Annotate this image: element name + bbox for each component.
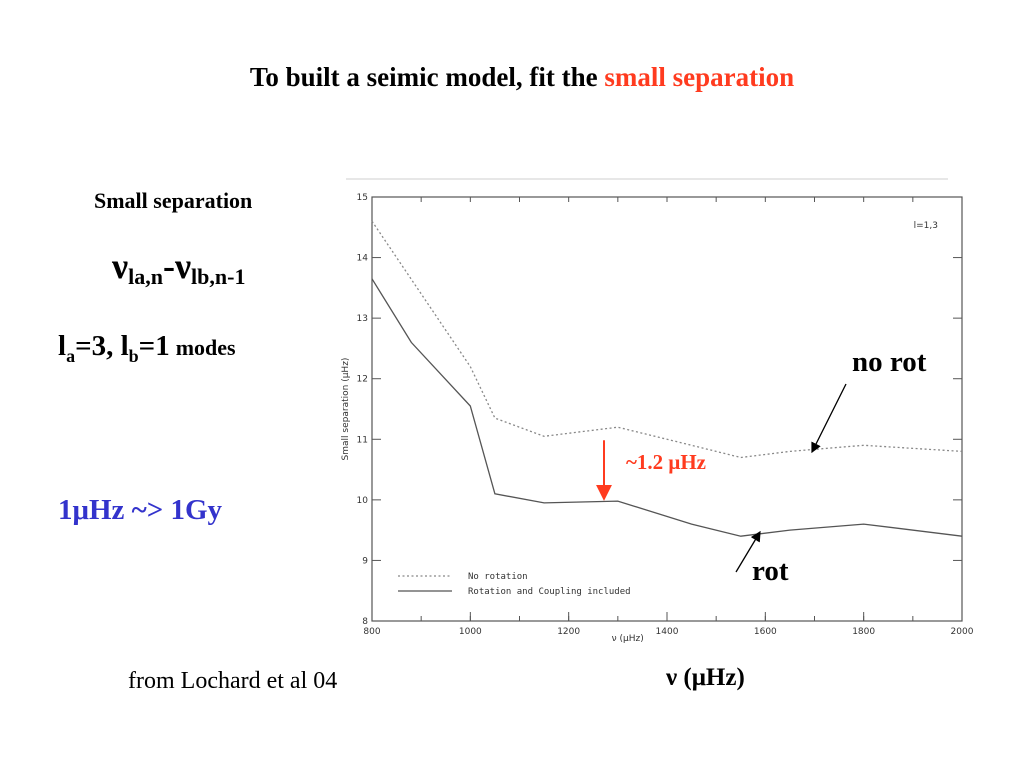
modes-word: modes: [175, 335, 236, 360]
formula-sub-2: lb,n-1: [191, 264, 246, 289]
formula-sub-1: la,n: [128, 264, 163, 289]
slide-title: To built a seimic model, fit the small s…: [0, 62, 1024, 93]
annotation-group: [596, 383, 847, 573]
x-axis-label: ν (μHz): [612, 634, 644, 644]
plot-frame: [371, 196, 963, 622]
rot-arrow: [735, 530, 761, 573]
modes-line: la=3, lb=1 modes: [58, 330, 236, 367]
x-tick-group: 800 1000 1200 1400 1600 1800 2000: [363, 197, 974, 637]
y-tick-label: 14: [357, 254, 369, 264]
x-tick-label: 1200: [557, 627, 580, 637]
series-group: [371, 220, 963, 537]
lb-subscript: b: [128, 345, 139, 366]
x-tick-label: 1000: [459, 627, 482, 637]
formula-nu-1: ν: [112, 246, 129, 286]
y-tick-label: 8: [362, 617, 368, 627]
y-tick-group: 8 9 10 11 12 13 14 15: [357, 193, 962, 627]
y-tick-label: 9: [362, 556, 368, 566]
x-tick-label: 800: [363, 627, 380, 637]
y-tick-label: 11: [357, 435, 368, 445]
title-accent: small separation: [604, 62, 795, 92]
formula: νla,n-νlb,n-1: [112, 248, 245, 288]
y-tick-label: 15: [357, 193, 368, 203]
legend: No rotation Rotation and Coupling include…: [398, 572, 631, 597]
panel-label: l=1,3: [914, 221, 938, 231]
no-rot-arrow: [811, 383, 847, 454]
x-tick-label: 1800: [852, 627, 875, 637]
small-separation-heading: Small separation: [94, 188, 253, 213]
rotation-line: [371, 278, 963, 537]
x-tick-label: 1400: [656, 627, 679, 637]
y-tick-label: 13: [357, 314, 368, 324]
x-axis-big-label: ν (μHz): [666, 664, 745, 691]
y-axis-label: Small separation (μHz): [341, 358, 351, 461]
legend-entry: No rotation: [468, 572, 528, 582]
source-caption: from Lochard et al 04: [128, 668, 338, 694]
no-rotation-line: [371, 220, 963, 459]
formula-dash: -: [162, 246, 175, 286]
conversion-note: 1μHz ~> 1Gy: [58, 494, 223, 526]
legend-entry: Rotation and Coupling included: [468, 587, 631, 597]
la-symbol: l: [58, 330, 67, 362]
x-tick-label: 2000: [951, 627, 974, 637]
la-subscript: a: [66, 345, 76, 366]
title-prefix: To built a seimic model, fit the: [249, 62, 598, 92]
y-tick-label: 10: [357, 496, 369, 506]
delta-label: ~1.2 μHz: [626, 450, 706, 474]
no-rot-label: no rot: [852, 346, 927, 378]
lb-value: =1: [138, 330, 170, 362]
x-tick-label: 1600: [754, 627, 777, 637]
y-tick-label: 12: [357, 375, 368, 385]
la-value: =3,: [75, 330, 121, 362]
lb-symbol: l: [120, 330, 129, 362]
formula-nu-2: ν: [174, 246, 192, 286]
rot-label: rot: [752, 555, 789, 587]
